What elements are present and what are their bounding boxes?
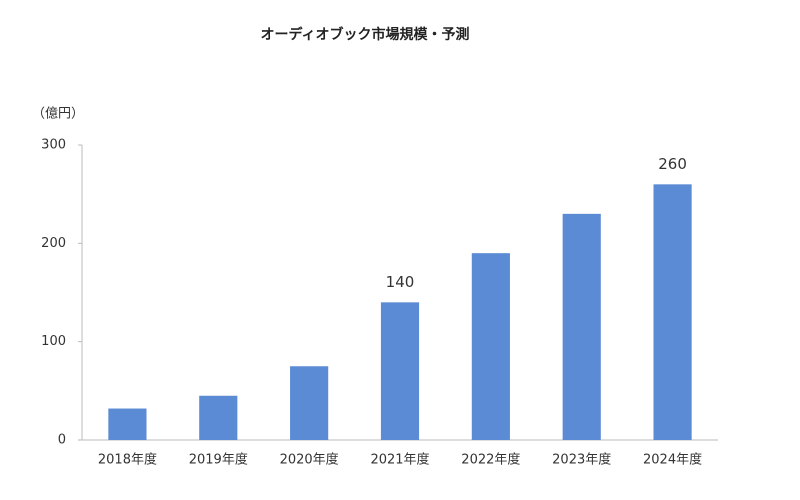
bar — [290, 366, 329, 440]
x-tick-label: 2021年度 — [370, 452, 429, 468]
bar — [380, 302, 420, 440]
x-tick-label: 2023年度 — [552, 452, 611, 468]
bar — [199, 395, 238, 440]
value-label: 260 — [658, 155, 687, 173]
x-tick-label: 2020年度 — [280, 452, 339, 468]
value-label: 140 — [386, 273, 415, 291]
x-tick-label: 2022年度 — [461, 452, 520, 468]
bar — [653, 184, 692, 440]
x-tick-label: 2024年度 — [643, 452, 702, 468]
bar — [108, 408, 147, 440]
bar — [562, 213, 601, 440]
y-tick-label: 100 — [41, 334, 66, 349]
y-tick-label: 0 — [58, 433, 66, 448]
bar — [471, 253, 510, 440]
y-tick-label: 300 — [41, 138, 66, 153]
x-tick-label: 2018年度 — [98, 452, 157, 468]
y-axis-label: （億円） — [32, 106, 84, 122]
chart-title: オーディオブック市場規模・予測 — [260, 26, 469, 43]
x-tick-label: 2019年度 — [189, 452, 248, 468]
y-tick-label: 200 — [41, 236, 66, 251]
